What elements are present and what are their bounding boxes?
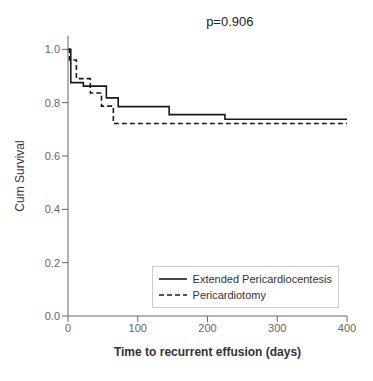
svg-text:0: 0 bbox=[65, 322, 71, 334]
html-text:p=0.906: p=0.906 bbox=[206, 14, 254, 29]
svg-text:0.0: 0.0 bbox=[45, 310, 60, 322]
svg-text:100: 100 bbox=[129, 322, 147, 334]
svg-text:400: 400 bbox=[338, 322, 356, 334]
svg-text:0.4: 0.4 bbox=[45, 203, 60, 215]
html-text:Extended Pericardiocentesis: Extended Pericardiocentesis bbox=[192, 273, 332, 285]
svg-text:0.6: 0.6 bbox=[45, 150, 60, 162]
svg-text:0.8: 0.8 bbox=[45, 97, 60, 109]
svg-text:0.2: 0.2 bbox=[45, 257, 60, 269]
svg-text:1.0: 1.0 bbox=[45, 43, 60, 55]
svg-text:Time to recurrent effusion (da: Time to recurrent effusion (days) bbox=[114, 345, 301, 359]
svg-text:Cum Survival: Cum Survival bbox=[13, 140, 27, 211]
svg-text:200: 200 bbox=[198, 322, 216, 334]
svg-text:300: 300 bbox=[268, 322, 286, 334]
html-text:Pericardiotomy: Pericardiotomy bbox=[192, 289, 266, 301]
